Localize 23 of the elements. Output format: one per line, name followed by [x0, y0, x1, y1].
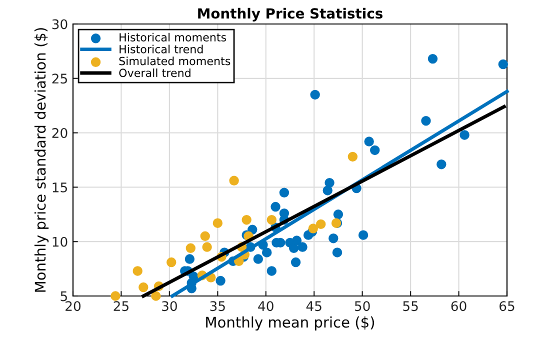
- y-tick-label: 30: [52, 19, 68, 30]
- x-tick-label: 45: [306, 301, 322, 312]
- x-tick-label: 40: [258, 301, 274, 312]
- y-tick-label: 10: [52, 236, 68, 247]
- x-tick-label: 35: [210, 301, 225, 312]
- legend-label: Simulated moments: [119, 56, 230, 66]
- y-tick-label: 5: [60, 291, 67, 302]
- x-tick-label: 20: [66, 301, 81, 312]
- x-tick-label: 55: [403, 301, 418, 312]
- y-tick-label: 25: [52, 74, 67, 84]
- x-tick-label: 65: [500, 301, 514, 312]
- y-tick-label: 15: [52, 182, 67, 192]
- y-tick-label: 20: [52, 128, 68, 138]
- x-tick-label: 25: [114, 301, 128, 312]
- x-tick-label: 30: [162, 301, 177, 312]
- x-tick-label: 50: [354, 301, 370, 312]
- x-axis-title: Monthly mean price ($): [206, 316, 374, 331]
- legend-label: Overall trend: [119, 68, 190, 78]
- x-tick-label: 60: [451, 301, 466, 312]
- legend-label: Historical moments: [120, 32, 226, 42]
- y-axis-title: Monthly price standard deviation ($): [34, 28, 49, 292]
- legend-label: Historical trend: [120, 44, 203, 54]
- chart-title: Monthly Price Statistics: [198, 8, 382, 22]
